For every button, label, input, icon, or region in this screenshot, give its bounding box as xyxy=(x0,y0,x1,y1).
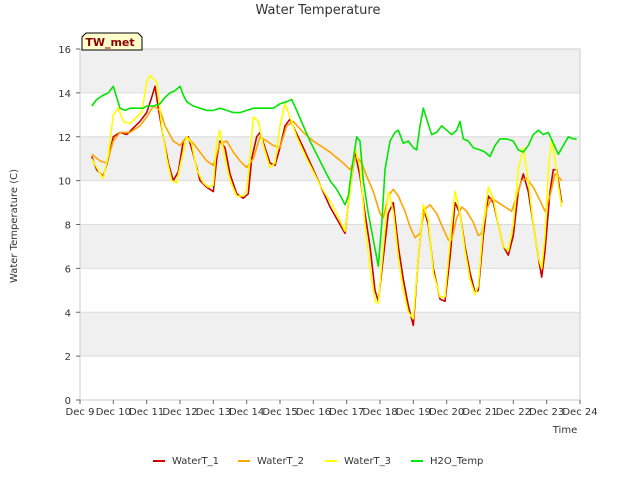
y-tick-label: 4 xyxy=(65,308,71,319)
x-tick-label: Dec 17 xyxy=(329,407,364,418)
legend-item-watert-2: WaterT_2 xyxy=(238,456,304,467)
x-tick-label: Dec 23 xyxy=(529,407,564,418)
x-tick-label: Dec 24 xyxy=(562,407,597,418)
y-axis-label: Water Temperature (C) xyxy=(9,169,20,283)
plot-band xyxy=(80,224,580,269)
y-tick-label: 2 xyxy=(65,352,71,363)
site-badge: TW_met xyxy=(81,32,143,51)
legend-label: H2O_Temp xyxy=(430,456,483,467)
x-tick-label: Dec 21 xyxy=(462,407,497,418)
x-tick-label: Dec 18 xyxy=(362,407,397,418)
x-tick-label: Dec 10 xyxy=(96,407,131,418)
site-badge-label: TW_met xyxy=(85,36,134,49)
x-tick-label: Dec 12 xyxy=(162,407,197,418)
site-badge-box xyxy=(81,32,143,51)
series-line-watert-3 xyxy=(91,74,563,320)
y-tick-label: 16 xyxy=(58,45,71,56)
y-tick-label: 14 xyxy=(58,89,71,100)
y-tick-label: 6 xyxy=(65,264,71,275)
x-tick-label: Dec 11 xyxy=(129,407,164,418)
plot-band xyxy=(80,312,580,357)
series-line-h2o-temp xyxy=(91,85,577,267)
x-tick-label: Dec 19 xyxy=(396,407,431,418)
y-tick-label: 10 xyxy=(58,177,71,188)
plot-area xyxy=(79,48,581,401)
x-tick-label: Dec 14 xyxy=(229,407,264,418)
y-tick-label: 12 xyxy=(58,133,71,144)
legend-item-h2o-temp: H2O_Temp xyxy=(411,456,483,467)
y-axis: 0 2 4 6 8 10 12 14 16 xyxy=(58,45,80,407)
legend-item-watert-1: WaterT_1 xyxy=(153,456,219,467)
y-tick-label: 8 xyxy=(65,221,71,232)
plot-band xyxy=(80,136,580,181)
x-tick-label: Dec 9 xyxy=(66,407,95,418)
x-tick-label: Dec 13 xyxy=(196,407,231,418)
x-tick-label: Dec 22 xyxy=(496,407,531,418)
legend-label: WaterT_1 xyxy=(172,456,219,467)
y-tick-label: 0 xyxy=(65,396,71,407)
x-tick-label: Dec 15 xyxy=(262,407,297,418)
legend-label: WaterT_3 xyxy=(344,456,391,467)
legend-item-watert-3: WaterT_3 xyxy=(325,456,391,467)
x-tick-label: Dec 16 xyxy=(296,407,331,418)
x-axis-label: Time xyxy=(552,425,577,436)
legend-label: WaterT_2 xyxy=(257,456,304,467)
x-tick-label: Dec 20 xyxy=(429,407,464,418)
series-line-watert-2 xyxy=(91,105,563,241)
legend: WaterT_1 WaterT_2 WaterT_3 H2O_Temp xyxy=(153,456,483,467)
series-lines xyxy=(90,74,577,327)
plot-band xyxy=(80,49,580,93)
chart-title: Water Temperature xyxy=(256,3,381,18)
